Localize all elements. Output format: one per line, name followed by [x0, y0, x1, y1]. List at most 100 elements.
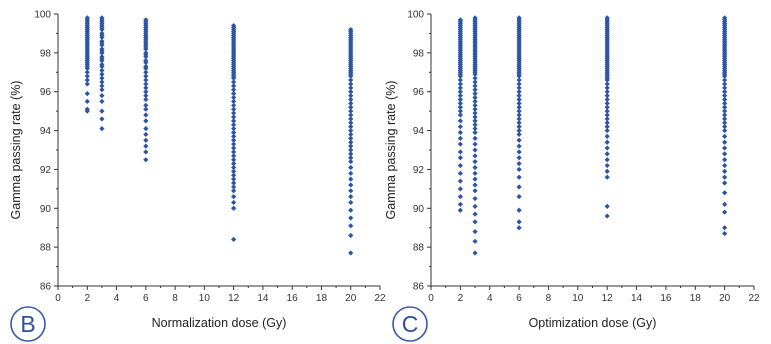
y-tick-label: 100 — [407, 10, 424, 21]
data-point — [604, 116, 610, 122]
data-point — [722, 190, 728, 196]
data-point — [348, 232, 354, 239]
data-point — [516, 155, 522, 161]
data-point — [457, 104, 463, 110]
x-tick-label: 12 — [602, 293, 614, 304]
data-point — [143, 54, 149, 60]
data-point — [516, 85, 522, 91]
data-point — [516, 124, 522, 130]
data-point — [457, 89, 463, 95]
x-tick-label: 8 — [546, 293, 552, 304]
data-point — [722, 108, 728, 114]
data-point — [99, 116, 105, 122]
data-point — [516, 184, 522, 190]
y-tick-label: 86 — [40, 282, 52, 293]
data-point — [472, 75, 478, 81]
data-point — [722, 162, 728, 169]
data-point — [231, 184, 237, 190]
y-tick-label: 94 — [40, 126, 52, 137]
y-tick-label: 96 — [413, 87, 425, 98]
data-point — [516, 143, 522, 149]
data-point — [604, 133, 610, 139]
data-point — [722, 133, 728, 139]
data-point — [143, 102, 149, 108]
data-point — [231, 176, 237, 182]
data-point — [231, 83, 237, 89]
data-point — [604, 145, 610, 151]
data-point — [348, 164, 354, 171]
data-point — [457, 73, 463, 79]
data-point — [457, 108, 463, 114]
data-point — [231, 172, 237, 178]
data-point — [99, 71, 105, 77]
data-point — [143, 69, 149, 75]
x-tick-label: 2 — [84, 293, 90, 304]
data-point — [722, 104, 728, 110]
data-point — [472, 79, 478, 85]
data-point — [231, 149, 237, 155]
data-point — [99, 42, 105, 48]
data-point — [516, 96, 522, 103]
data-point — [516, 219, 522, 225]
x-tick-label: 2 — [458, 293, 464, 304]
data-point — [457, 194, 463, 200]
data-point — [722, 174, 728, 180]
data-point — [348, 89, 354, 95]
data-point — [516, 89, 522, 95]
data-point — [231, 141, 237, 147]
data-point — [348, 124, 354, 130]
x-tick-label: 8 — [172, 293, 178, 304]
x-tick-label: 14 — [257, 293, 269, 304]
data-point — [348, 96, 354, 103]
data-point — [231, 133, 237, 139]
data-point — [472, 126, 478, 132]
data-point — [722, 100, 728, 106]
data-point — [472, 118, 478, 124]
data-point — [457, 201, 463, 207]
data-point — [516, 73, 522, 79]
data-point — [472, 106, 478, 112]
data-point — [143, 143, 149, 149]
data-point — [231, 102, 237, 108]
data-point — [722, 209, 728, 215]
data-point — [516, 131, 522, 138]
x-tick-label: 0 — [428, 293, 434, 304]
data-point — [516, 149, 522, 155]
y-tick-label: 88 — [413, 243, 425, 254]
data-point — [516, 127, 522, 134]
data-point — [348, 159, 354, 165]
data-point — [516, 166, 522, 173]
data-point — [604, 120, 610, 126]
data-point — [604, 89, 610, 95]
data-point — [84, 81, 90, 87]
data-point — [472, 229, 478, 235]
data-point — [472, 91, 478, 97]
data-point — [143, 93, 149, 99]
data-point — [143, 73, 149, 79]
data-point — [348, 207, 354, 213]
data-point — [722, 73, 728, 79]
data-point — [99, 63, 105, 70]
data-point — [231, 118, 237, 124]
data-point — [604, 174, 610, 180]
data-point — [457, 170, 463, 176]
data-point — [231, 205, 237, 211]
data-point — [722, 81, 728, 87]
data-point — [143, 77, 149, 83]
data-point — [457, 155, 463, 161]
data-point — [143, 85, 149, 91]
data-point — [457, 100, 463, 106]
data-point — [472, 188, 478, 194]
data-point — [231, 161, 237, 167]
data-point — [516, 225, 522, 231]
data-point — [231, 110, 237, 116]
data-point — [143, 89, 149, 95]
data-point — [472, 203, 478, 209]
x-tick-label: 14 — [631, 293, 643, 304]
data-point — [231, 94, 237, 101]
data-point — [348, 188, 354, 194]
panel-badge-circle — [10, 306, 46, 342]
data-point — [348, 176, 354, 182]
data-point — [99, 126, 105, 132]
data-point — [457, 85, 463, 91]
